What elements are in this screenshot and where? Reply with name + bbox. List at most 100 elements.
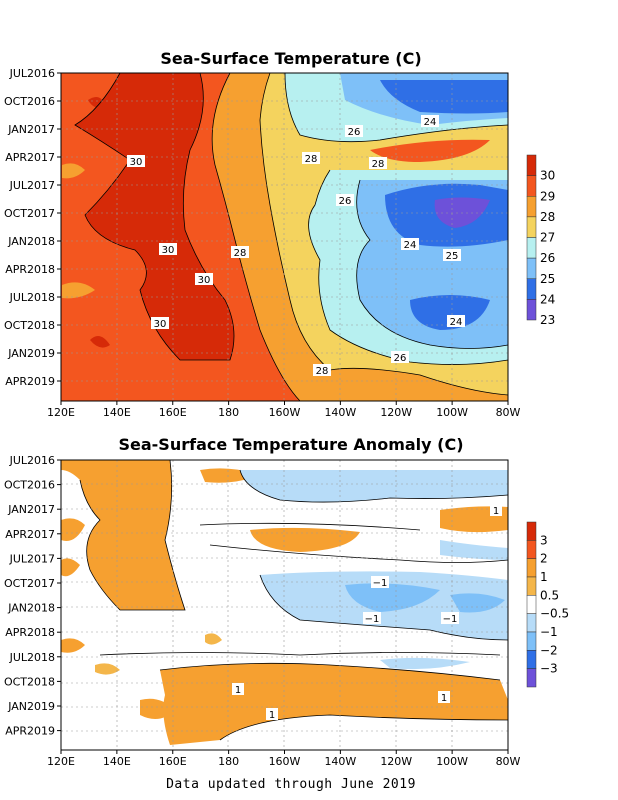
- colorbar-label: 0.5: [540, 588, 559, 602]
- contour-label-bg: [443, 249, 461, 261]
- colorbar-label: 28: [540, 210, 555, 224]
- contour-label-bg: [336, 194, 354, 206]
- contour-label-bg: [401, 238, 419, 250]
- contour-label-bg: [447, 315, 465, 327]
- contour-label: −1: [365, 614, 380, 625]
- contour-label: 1: [441, 693, 447, 704]
- y-tick-label: JAN2017: [7, 123, 55, 136]
- contour-label: 1: [235, 685, 241, 696]
- contour-label-bg: [302, 152, 320, 164]
- x-tick-label: 160E: [159, 406, 187, 419]
- contour-label: 24: [424, 117, 437, 128]
- anomaly-positive-2018: [160, 663, 508, 745]
- colorbar-swatch: [526, 278, 537, 300]
- y-tick-label: JAN2017: [7, 503, 55, 516]
- contour-label-bg: [231, 246, 249, 258]
- contour-label-bg: [232, 683, 244, 695]
- x-tick-label: 120E: [47, 755, 75, 768]
- colorbar-swatch: [526, 595, 537, 614]
- colorbar-swatch: [526, 540, 537, 559]
- colorbar-swatch: [526, 175, 537, 197]
- x-tick-label: 160W: [269, 755, 301, 768]
- x-tick-label: 160E: [159, 755, 187, 768]
- sst-warm-pool: [75, 73, 234, 360]
- anomaly-title: Sea-Surface Temperature Anomaly (C): [118, 435, 463, 454]
- contour-label-bg: [441, 612, 459, 624]
- anomaly-colorbar: 3 2 1 0.5 −0.5 −1 −2 −3: [526, 521, 569, 688]
- y-tick-label: JUL2018: [9, 651, 55, 664]
- contour-label: 28: [316, 366, 329, 377]
- colorbar-label: 3: [540, 533, 548, 547]
- y-tick-label: JAN2018: [7, 235, 55, 248]
- contour-label: 28: [372, 159, 385, 170]
- y-tick-label: OCT2018: [4, 675, 55, 688]
- contour-label: 1: [493, 506, 499, 517]
- x-tick-label: 180: [218, 406, 239, 419]
- contour-label: −1: [373, 578, 388, 589]
- colorbar-swatch: [526, 299, 537, 321]
- y-tick-label: APR2019: [5, 375, 55, 388]
- colorbar-label: 30: [540, 169, 555, 183]
- contour-label: 30: [154, 319, 167, 330]
- contour-label: 28: [234, 248, 247, 259]
- contour-label: 30: [162, 245, 175, 256]
- colorbar-swatch: [526, 237, 537, 259]
- sst-band-24: [380, 80, 508, 114]
- x-tick-label: 140W: [324, 755, 356, 768]
- colorbar-label: 24: [540, 292, 555, 306]
- y-tick-label: OCT2016: [4, 479, 55, 492]
- colorbar-label: −2: [540, 643, 558, 657]
- y-tick-label: JUL2016: [9, 67, 55, 80]
- contour-label-bg: [363, 612, 381, 624]
- contour-label-bg: [371, 576, 389, 588]
- contour-label-bg: [421, 115, 439, 127]
- x-tick-label: 140W: [324, 406, 356, 419]
- x-tick-label: 140E: [103, 755, 131, 768]
- y-tick-label: JAN2019: [7, 700, 55, 713]
- y-tick-label: OCT2017: [4, 577, 55, 590]
- y-tick-label: JAN2019: [7, 347, 55, 360]
- contour-label-bg: [438, 691, 450, 703]
- anomaly-grid: [61, 460, 508, 750]
- colorbar-swatch: [526, 216, 537, 238]
- x-tick-label: 160W: [269, 406, 301, 419]
- contour-label-bg: [195, 273, 213, 285]
- colorbar-label: 27: [540, 231, 555, 245]
- sst-colorbar: 30 29 28 27 26 25 24 23: [526, 154, 555, 327]
- colorbar-label: 29: [540, 189, 555, 203]
- x-tick-label: 120E: [47, 406, 75, 419]
- contour-label: 25: [446, 251, 459, 262]
- colorbar-label: −1: [540, 625, 558, 639]
- contour-label: 1: [269, 710, 275, 721]
- x-tick-label: 100W: [436, 406, 468, 419]
- colorbar-label: 1: [540, 570, 548, 584]
- x-tick-label: 120W: [380, 755, 412, 768]
- y-tick-label: APR2017: [5, 528, 55, 541]
- y-tick-label: OCT2017: [4, 207, 55, 220]
- sst-plot: [60, 72, 509, 402]
- contour-label-bg: [266, 708, 278, 720]
- anomaly-contour-labels: 1 −1 −1 −1 1 1 1: [232, 504, 502, 721]
- anomaly-positive-west: [61, 460, 185, 610]
- y-tick-label: OCT2018: [4, 319, 55, 332]
- contour-label: 26: [348, 127, 361, 138]
- contour-label-bg: [127, 155, 145, 167]
- colorbar-swatch: [526, 257, 537, 279]
- footer-note: Data updated through June 2019: [166, 777, 416, 792]
- sst-y-ticks: JUL2016 OCT2016 JAN2017 APR2017 JUL2017 OCT20…: [4, 67, 61, 388]
- y-tick-label: APR2017: [5, 151, 55, 164]
- contour-label-bg: [159, 243, 177, 255]
- y-tick-label: APR2018: [5, 626, 55, 639]
- colorbar-swatch: [526, 154, 537, 176]
- colorbar-label: 2: [540, 552, 548, 566]
- x-tick-label: 140E: [103, 406, 131, 419]
- contour-label-bg: [490, 504, 502, 516]
- x-tick-label: 120W: [380, 406, 412, 419]
- colorbar-label: 25: [540, 272, 555, 286]
- sst-contour-labels: 24 26 28 28 30 26 24 25 30 28 30 30 24 26 28: [127, 115, 465, 377]
- colorbar-label: −0.5: [540, 607, 569, 621]
- anomaly-negative-2016: [240, 470, 508, 503]
- sst-title: Sea-Surface Temperature (C): [160, 49, 421, 68]
- contour-label: −1: [443, 614, 458, 625]
